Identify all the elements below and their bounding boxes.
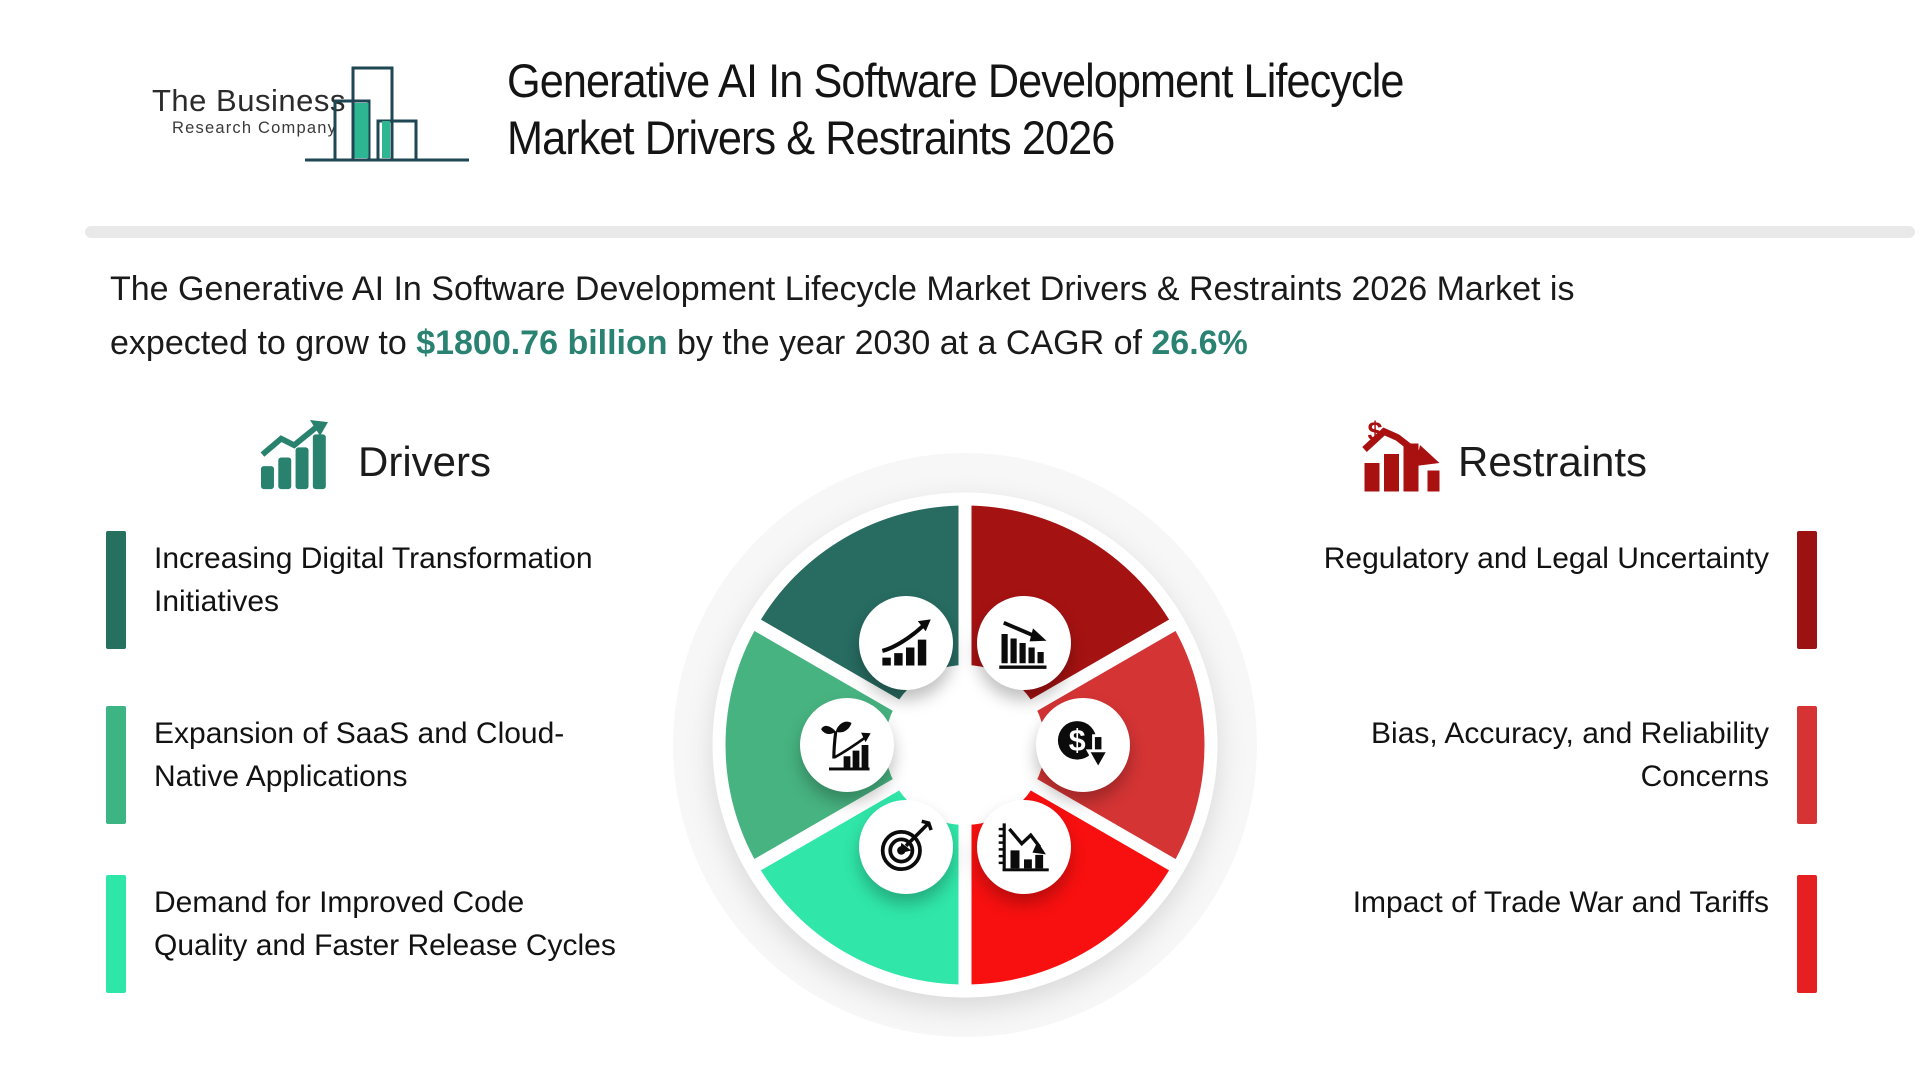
logo-name-line1: The Business [152,83,346,118]
driver-item: Expansion of SaaS and Cloud-Native Appli… [106,706,666,836]
restraint-text: Bias, Accuracy, and Reliability Concerns [1371,717,1769,793]
restraint-bar [1797,531,1817,649]
driver-text: Expansion of SaaS and Cloud-Native Appli… [154,717,565,793]
restraint-text: Regulatory and Legal Uncertainty [1323,542,1769,575]
drivers-growth-icon [260,420,328,490]
driver-bar [106,706,126,824]
driver-item: Demand for Improved Code Quality and Fas… [106,875,666,1005]
driver-bar [106,875,126,993]
drivers-restraints-wheel: $ [665,445,1265,1045]
chart-decline-icon [977,800,1071,895]
restraints-heading: Restraints [1458,438,1648,485]
header-divider [85,226,1915,238]
page-title: Generative AI In Software Development Li… [507,52,1481,166]
sprout-growth-icon [800,698,894,792]
declining-bars-icon [977,595,1071,690]
growth-chart-icon [859,595,953,690]
restraints-decline-icon: $ [1362,418,1440,492]
restraint-item: Impact of Trade War and Tariffs [1257,875,1817,1005]
driver-text: Demand for Improved Code Quality and Fas… [154,886,616,962]
restraint-item: Bias, Accuracy, and Reliability Concerns [1257,706,1817,836]
page-title-line1: Generative AI In Software Development Li… [507,54,1404,107]
summary-line1: The Generative AI In Software Developmen… [110,270,1575,308]
driver-bar [106,531,126,649]
restraint-text: Impact of Trade War and Tariffs [1352,886,1769,919]
drivers-heading: Drivers [358,438,491,485]
page-title-line2: Market Drivers & Restraints 2026 [507,111,1115,164]
restraint-bar [1797,875,1817,993]
restraint-bar [1797,706,1817,824]
svg-text:$: $ [1069,724,1086,757]
market-summary: The Generative AI In Software Developmen… [110,262,1810,370]
logo-bars-icon [305,66,469,162]
driver-item: Increasing Digital Transformation Initia… [106,531,666,661]
restraint-item: Regulatory and Legal Uncertainty [1257,531,1817,661]
summary-line2: expected to grow to $1800.76 billion by … [110,324,1248,362]
dollar-decline-icon: $ [1036,698,1130,792]
target-icon [859,800,953,895]
company-logo: The Business Research Company [120,55,480,165]
driver-text: Increasing Digital Transformation Initia… [154,542,593,618]
logo-name-line2: Research Company [172,119,338,137]
